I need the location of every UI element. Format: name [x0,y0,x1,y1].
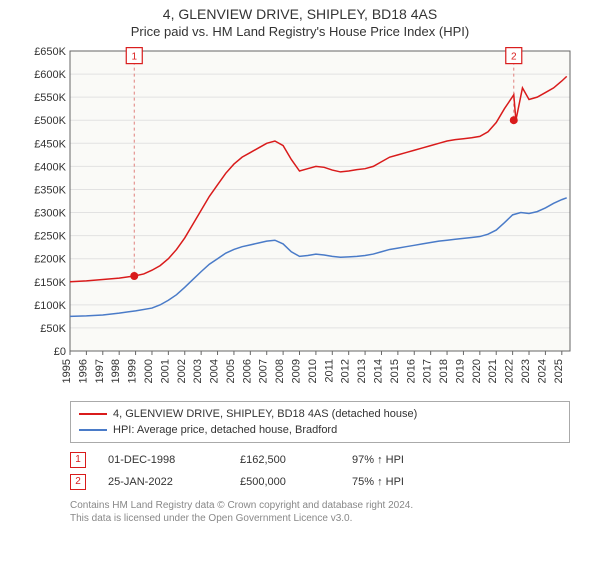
svg-text:2002: 2002 [176,359,188,383]
legend-label: HPI: Average price, detached house, Brad… [113,424,337,436]
svg-text:2025: 2025 [553,359,565,383]
svg-text:1: 1 [131,52,137,63]
svg-text:2004: 2004 [209,359,221,383]
svg-text:£300K: £300K [34,208,66,220]
legend: 4, GLENVIEW DRIVE, SHIPLEY, BD18 4AS (de… [70,401,570,443]
legend-swatch [79,429,107,431]
svg-text:£0: £0 [54,346,66,358]
legend-swatch [79,413,107,415]
attribution-line2: This data is licensed under the Open Gov… [70,512,570,525]
svg-text:£250K: £250K [34,231,66,243]
svg-text:2017: 2017 [422,359,434,383]
transaction-marker: 2 [70,474,86,490]
svg-text:1995: 1995 [61,359,73,383]
chart: £0 £50K £100K £150K £200K £250K £300K £350K £400… [20,43,580,393]
transaction-pct: 97% ↑ HPI [352,454,404,466]
svg-text:£650K: £650K [34,46,66,58]
svg-text:2012: 2012 [340,359,352,383]
svg-text:2024: 2024 [536,359,548,383]
svg-text:2013: 2013 [356,359,368,383]
svg-text:£550K: £550K [34,92,66,104]
transaction-marker: 1 [70,452,86,468]
svg-text:2009: 2009 [291,359,303,383]
svg-text:2021: 2021 [487,359,499,383]
svg-text:2011: 2011 [323,359,335,383]
svg-text:1997: 1997 [94,359,106,383]
title-subtitle: Price paid vs. HM Land Registry's House … [0,24,600,39]
svg-text:1999: 1999 [127,359,139,383]
transaction-pct: 75% ↑ HPI [352,476,404,488]
svg-text:£400K: £400K [34,161,66,173]
svg-text:2010: 2010 [307,359,319,383]
chart-svg: £0 £50K £100K £150K £200K £250K £300K £350K £400… [20,43,580,393]
svg-text:2016: 2016 [405,359,417,383]
attribution: Contains HM Land Registry data © Crown c… [70,499,570,525]
svg-text:2023: 2023 [520,359,532,383]
transaction-price: £162,500 [240,454,330,466]
transaction-row: 2 25-JAN-2022 £500,000 75% ↑ HPI [70,471,570,493]
legend-item: HPI: Average price, detached house, Brad… [79,422,561,438]
legend-label: 4, GLENVIEW DRIVE, SHIPLEY, BD18 4AS (de… [113,408,417,420]
transaction-date: 25-JAN-2022 [108,476,218,488]
svg-text:£100K: £100K [34,300,66,312]
svg-text:2005: 2005 [225,359,237,383]
svg-text:2: 2 [511,52,517,63]
legend-item: 4, GLENVIEW DRIVE, SHIPLEY, BD18 4AS (de… [79,406,561,422]
svg-text:£50K: £50K [40,323,66,335]
attribution-line1: Contains HM Land Registry data © Crown c… [70,499,570,512]
svg-text:2018: 2018 [438,359,450,383]
svg-text:£150K: £150K [34,277,66,289]
svg-text:2020: 2020 [471,359,483,383]
svg-text:2008: 2008 [274,359,286,383]
transaction-rows: 1 01-DEC-1998 £162,500 97% ↑ HPI 2 25-JAN-202… [70,449,570,493]
svg-text:1998: 1998 [110,359,122,383]
transaction-date: 01-DEC-1998 [108,454,218,466]
svg-text:2003: 2003 [192,359,204,383]
svg-text:£600K: £600K [34,69,66,81]
svg-text:2007: 2007 [258,359,270,383]
svg-text:2001: 2001 [159,359,171,383]
svg-text:2022: 2022 [504,359,516,383]
svg-text:£350K: £350K [34,184,66,196]
svg-text:2019: 2019 [454,359,466,383]
svg-text:2014: 2014 [372,359,384,383]
svg-text:1996: 1996 [77,359,89,383]
title-address: 4, GLENVIEW DRIVE, SHIPLEY, BD18 4AS [0,6,600,22]
svg-text:£200K: £200K [34,254,66,266]
svg-text:2006: 2006 [241,359,253,383]
svg-text:2000: 2000 [143,359,155,383]
svg-text:2015: 2015 [389,359,401,383]
svg-text:£500K: £500K [34,115,66,127]
svg-text:£450K: £450K [34,138,66,150]
transaction-row: 1 01-DEC-1998 £162,500 97% ↑ HPI [70,449,570,471]
transaction-price: £500,000 [240,476,330,488]
